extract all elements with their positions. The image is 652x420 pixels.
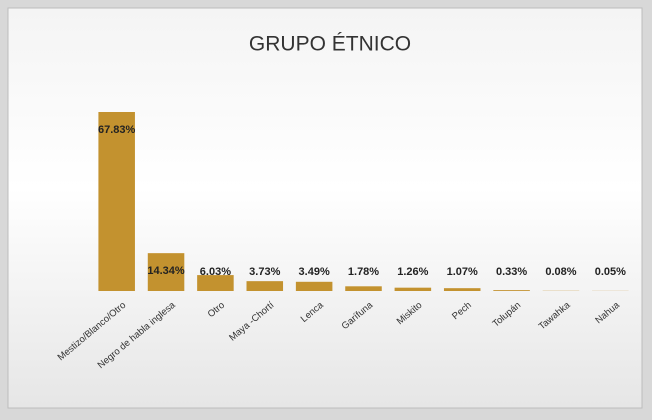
data-label: 1.26%: [397, 266, 428, 278]
data-label: 67.83%: [98, 124, 136, 136]
data-label: 1.07%: [447, 266, 478, 278]
bar: [246, 281, 284, 291]
chart-title: GRUPO ÉTNICO: [249, 33, 411, 56]
data-label: 6.03%: [200, 266, 231, 278]
bar: [394, 287, 432, 291]
bar: [98, 112, 135, 291]
data-label: 3.73%: [249, 266, 280, 278]
data-label: 0.08%: [545, 266, 576, 278]
bar: [295, 281, 333, 291]
data-label: 0.33%: [496, 266, 527, 278]
bar: [443, 288, 481, 291]
data-label: 3.49%: [299, 266, 330, 278]
data-label: 14.34%: [147, 265, 185, 277]
bar: [197, 275, 234, 291]
bar: [147, 253, 185, 291]
bar: [493, 290, 530, 291]
data-label: 0.05%: [595, 266, 626, 278]
bar: [345, 286, 382, 291]
data-label: 1.78%: [348, 266, 379, 278]
